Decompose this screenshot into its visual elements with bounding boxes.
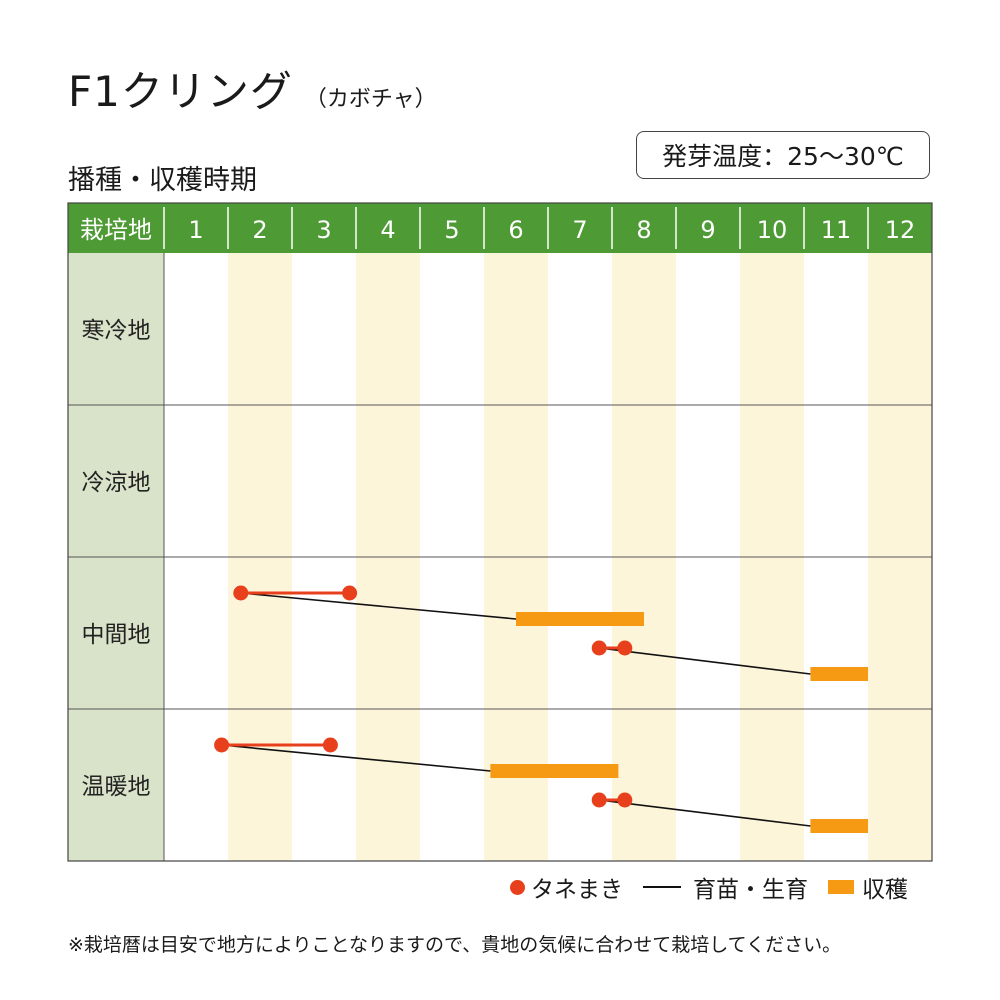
harvest-bar xyxy=(810,819,868,833)
germination-temp-badge: 発芽温度：25～30℃ xyxy=(636,131,930,179)
page-title: F1クリング （カボチャ） xyxy=(68,58,437,119)
month-label: 10 xyxy=(757,216,788,244)
growing-line xyxy=(240,592,517,620)
month-label: 8 xyxy=(636,216,651,244)
growing-line-icon xyxy=(643,886,681,888)
month-label: 9 xyxy=(700,216,715,244)
legend-sowing-label: タネまき xyxy=(531,877,623,903)
month-label: 3 xyxy=(316,216,331,244)
sowing-start-dot xyxy=(214,737,230,753)
sowing-end-dot xyxy=(322,737,338,753)
month-label: 12 xyxy=(885,216,916,244)
region-label: 寒冷地 xyxy=(82,318,151,344)
table-border xyxy=(67,202,933,862)
sowing-dot-icon xyxy=(510,879,525,895)
growing-line xyxy=(221,744,491,772)
month-label: 1 xyxy=(188,216,203,244)
footnote: ※栽培暦は目安で地方によりことなりますので、貴地の気候に合わせて栽培してください… xyxy=(68,934,842,956)
header-row xyxy=(68,203,932,253)
legend: タネまき 育苗・生育 収穫 xyxy=(510,870,908,904)
month-label: 7 xyxy=(572,216,587,244)
header-label: 栽培地 xyxy=(80,216,152,244)
month-label: 5 xyxy=(444,216,459,244)
harvest-bar xyxy=(810,667,868,681)
month-label: 4 xyxy=(380,216,395,244)
product-name: F1クリング xyxy=(68,67,293,116)
harvest-bar xyxy=(490,764,619,778)
sowing-start-dot xyxy=(591,792,607,808)
section-title: 播種・収穫時期 xyxy=(68,165,257,196)
region-label: 中間地 xyxy=(82,622,151,648)
legend-harvest: 収穫 xyxy=(828,870,908,904)
legend-growing-label: 育苗・生育 xyxy=(693,877,808,903)
product-category: （カボチャ） xyxy=(304,87,437,112)
sowing-start-dot xyxy=(591,640,607,656)
sowing-start-dot xyxy=(233,585,249,601)
month-label: 11 xyxy=(821,216,852,244)
region-label: 冷涼地 xyxy=(82,470,151,496)
month-label: 2 xyxy=(252,216,267,244)
growing-line xyxy=(599,647,811,675)
region-label: 温暖地 xyxy=(82,774,151,800)
sowing-end-dot xyxy=(617,640,633,656)
sowing-end-dot xyxy=(617,792,633,808)
legend-growing: 育苗・生育 xyxy=(643,870,808,904)
legend-harvest-label: 収穫 xyxy=(862,877,908,903)
harvest-bar xyxy=(516,612,644,626)
sowing-end-dot xyxy=(342,585,358,601)
growing-line xyxy=(599,799,811,827)
month-label: 6 xyxy=(508,216,523,244)
harvest-bar-icon xyxy=(828,880,854,894)
legend-sowing: タネまき xyxy=(510,870,623,904)
